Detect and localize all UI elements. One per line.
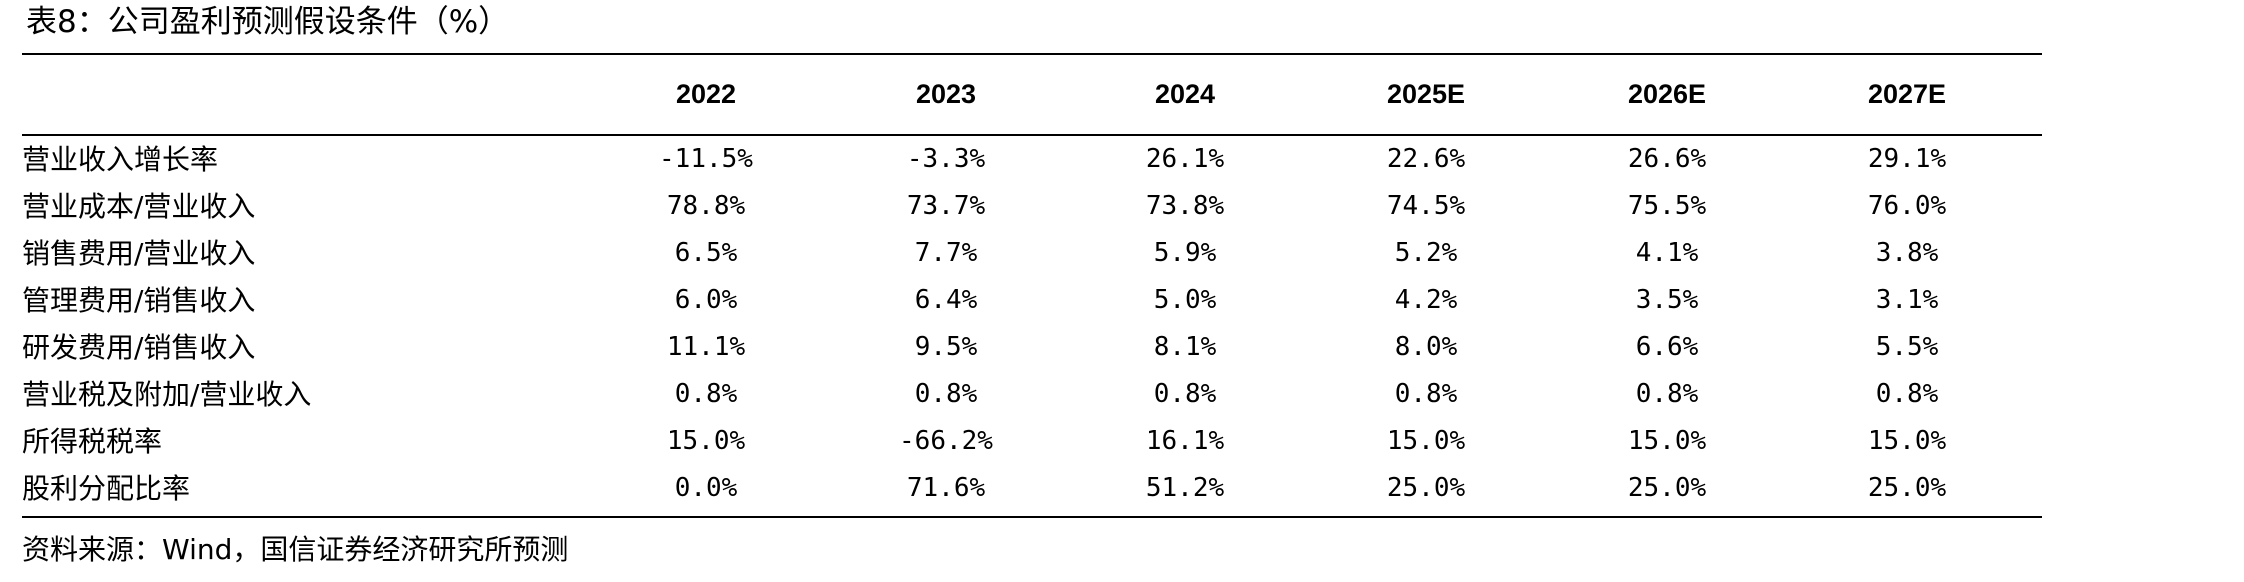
table-bottom-rule	[22, 516, 2042, 518]
table-cell: 5.9%	[1153, 238, 1217, 268]
table-cell: 3.8%	[1875, 238, 1939, 268]
table-cell: 5.0%	[1153, 285, 1217, 315]
column-header-2024: 2024	[1154, 79, 1216, 109]
row-label: 营业收入增长率	[22, 143, 219, 176]
table-row: 营业收入增长率 -11.5% -3.3% 26.1% 22.6% 26.6% 2…	[0, 136, 2244, 183]
table-cell: 0.8%	[914, 379, 978, 409]
table-top-rule	[22, 53, 2042, 55]
table-cell: 0.8%	[1153, 379, 1217, 409]
table-cell: 22.6%	[1386, 144, 1466, 174]
table-row: 销售费用/营业收入 6.5% 7.7% 5.9% 5.2% 4.1% 3.8%	[0, 230, 2244, 277]
table-cell: 16.1%	[1145, 426, 1225, 456]
row-label: 管理费用/销售收入	[22, 284, 256, 317]
table-cell: 25.0%	[1867, 473, 1947, 503]
table-cell: 15.0%	[666, 426, 746, 456]
table-cell: 6.5%	[674, 238, 738, 268]
table-cell: 7.7%	[914, 238, 978, 268]
row-label: 所得税税率	[22, 425, 163, 458]
table-cell: -66.2%	[899, 426, 993, 456]
table-cell: 8.0%	[1394, 332, 1458, 362]
table-cell: 75.5%	[1627, 191, 1707, 221]
table-cell: 26.6%	[1627, 144, 1707, 174]
table-header-rule	[22, 134, 2042, 136]
table-cell: 74.5%	[1386, 191, 1466, 221]
table-cell: 71.6%	[906, 473, 986, 503]
table-title: 表8：公司盈利预测假设条件（%）	[26, 4, 510, 40]
table-cell: 73.7%	[906, 191, 986, 221]
table-cell: 15.0%	[1386, 426, 1466, 456]
table-cell: 26.1%	[1145, 144, 1225, 174]
table-cell: 25.0%	[1386, 473, 1466, 503]
row-label: 营业成本/营业收入	[22, 190, 256, 223]
table-row: 股利分配比率 0.0% 71.6% 51.2% 25.0% 25.0% 25.0…	[0, 465, 2244, 512]
table-cell: 78.8%	[666, 191, 746, 221]
table-cell: 4.1%	[1635, 238, 1699, 268]
table-cell: 5.2%	[1394, 238, 1458, 268]
table-cell: 51.2%	[1145, 473, 1225, 503]
table-cell: -11.5%	[659, 144, 753, 174]
table-cell: 0.8%	[1394, 379, 1458, 409]
table-row: 所得税税率 15.0% -66.2% 16.1% 15.0% 15.0% 15.…	[0, 418, 2244, 465]
table-cell: 15.0%	[1867, 426, 1947, 456]
table-cell: 9.5%	[914, 332, 978, 362]
table-cell: 15.0%	[1627, 426, 1707, 456]
table-cell: 3.5%	[1635, 285, 1699, 315]
table-cell: 6.0%	[674, 285, 738, 315]
table-cell: 3.1%	[1875, 285, 1939, 315]
table-row: 营业税及附加/营业收入 0.8% 0.8% 0.8% 0.8% 0.8% 0.8…	[0, 371, 2244, 418]
table-row: 管理费用/销售收入 6.0% 6.4% 5.0% 4.2% 3.5% 3.1%	[0, 277, 2244, 324]
table-cell: 4.2%	[1394, 285, 1458, 315]
table-cell: 76.0%	[1867, 191, 1947, 221]
column-header-2026e: 2026E	[1627, 79, 1707, 109]
table-cell: 5.5%	[1875, 332, 1939, 362]
table-cell: -3.3%	[906, 144, 986, 174]
row-label: 研发费用/销售收入	[22, 331, 256, 364]
table-cell: 11.1%	[666, 332, 746, 362]
table-cell: 0.8%	[1875, 379, 1939, 409]
table-cell: 73.8%	[1145, 191, 1225, 221]
column-header-2023: 2023	[915, 79, 977, 109]
table-cell: 0.8%	[674, 379, 738, 409]
row-label: 销售费用/营业收入	[22, 237, 256, 270]
table-cell: 6.4%	[914, 285, 978, 315]
table-cell: 25.0%	[1627, 473, 1707, 503]
table-row: 营业成本/营业收入 78.8% 73.7% 73.8% 74.5% 75.5% …	[0, 183, 2244, 230]
source-note: 资料来源：Wind，国信证券经济研究所预测	[22, 533, 569, 566]
table-cell: 6.6%	[1635, 332, 1699, 362]
table-row: 研发费用/销售收入 11.1% 9.5% 8.1% 8.0% 6.6% 5.5%	[0, 324, 2244, 371]
row-label: 营业税及附加/营业收入	[22, 378, 312, 411]
table-cell: 29.1%	[1867, 144, 1947, 174]
column-header-2022: 2022	[675, 79, 737, 109]
table-cell: 8.1%	[1153, 332, 1217, 362]
row-label: 股利分配比率	[22, 472, 191, 505]
table-cell: 0.0%	[674, 473, 738, 503]
column-header-2027e: 2027E	[1867, 79, 1947, 109]
table-cell: 0.8%	[1635, 379, 1699, 409]
column-header-2025e: 2025E	[1386, 79, 1466, 109]
